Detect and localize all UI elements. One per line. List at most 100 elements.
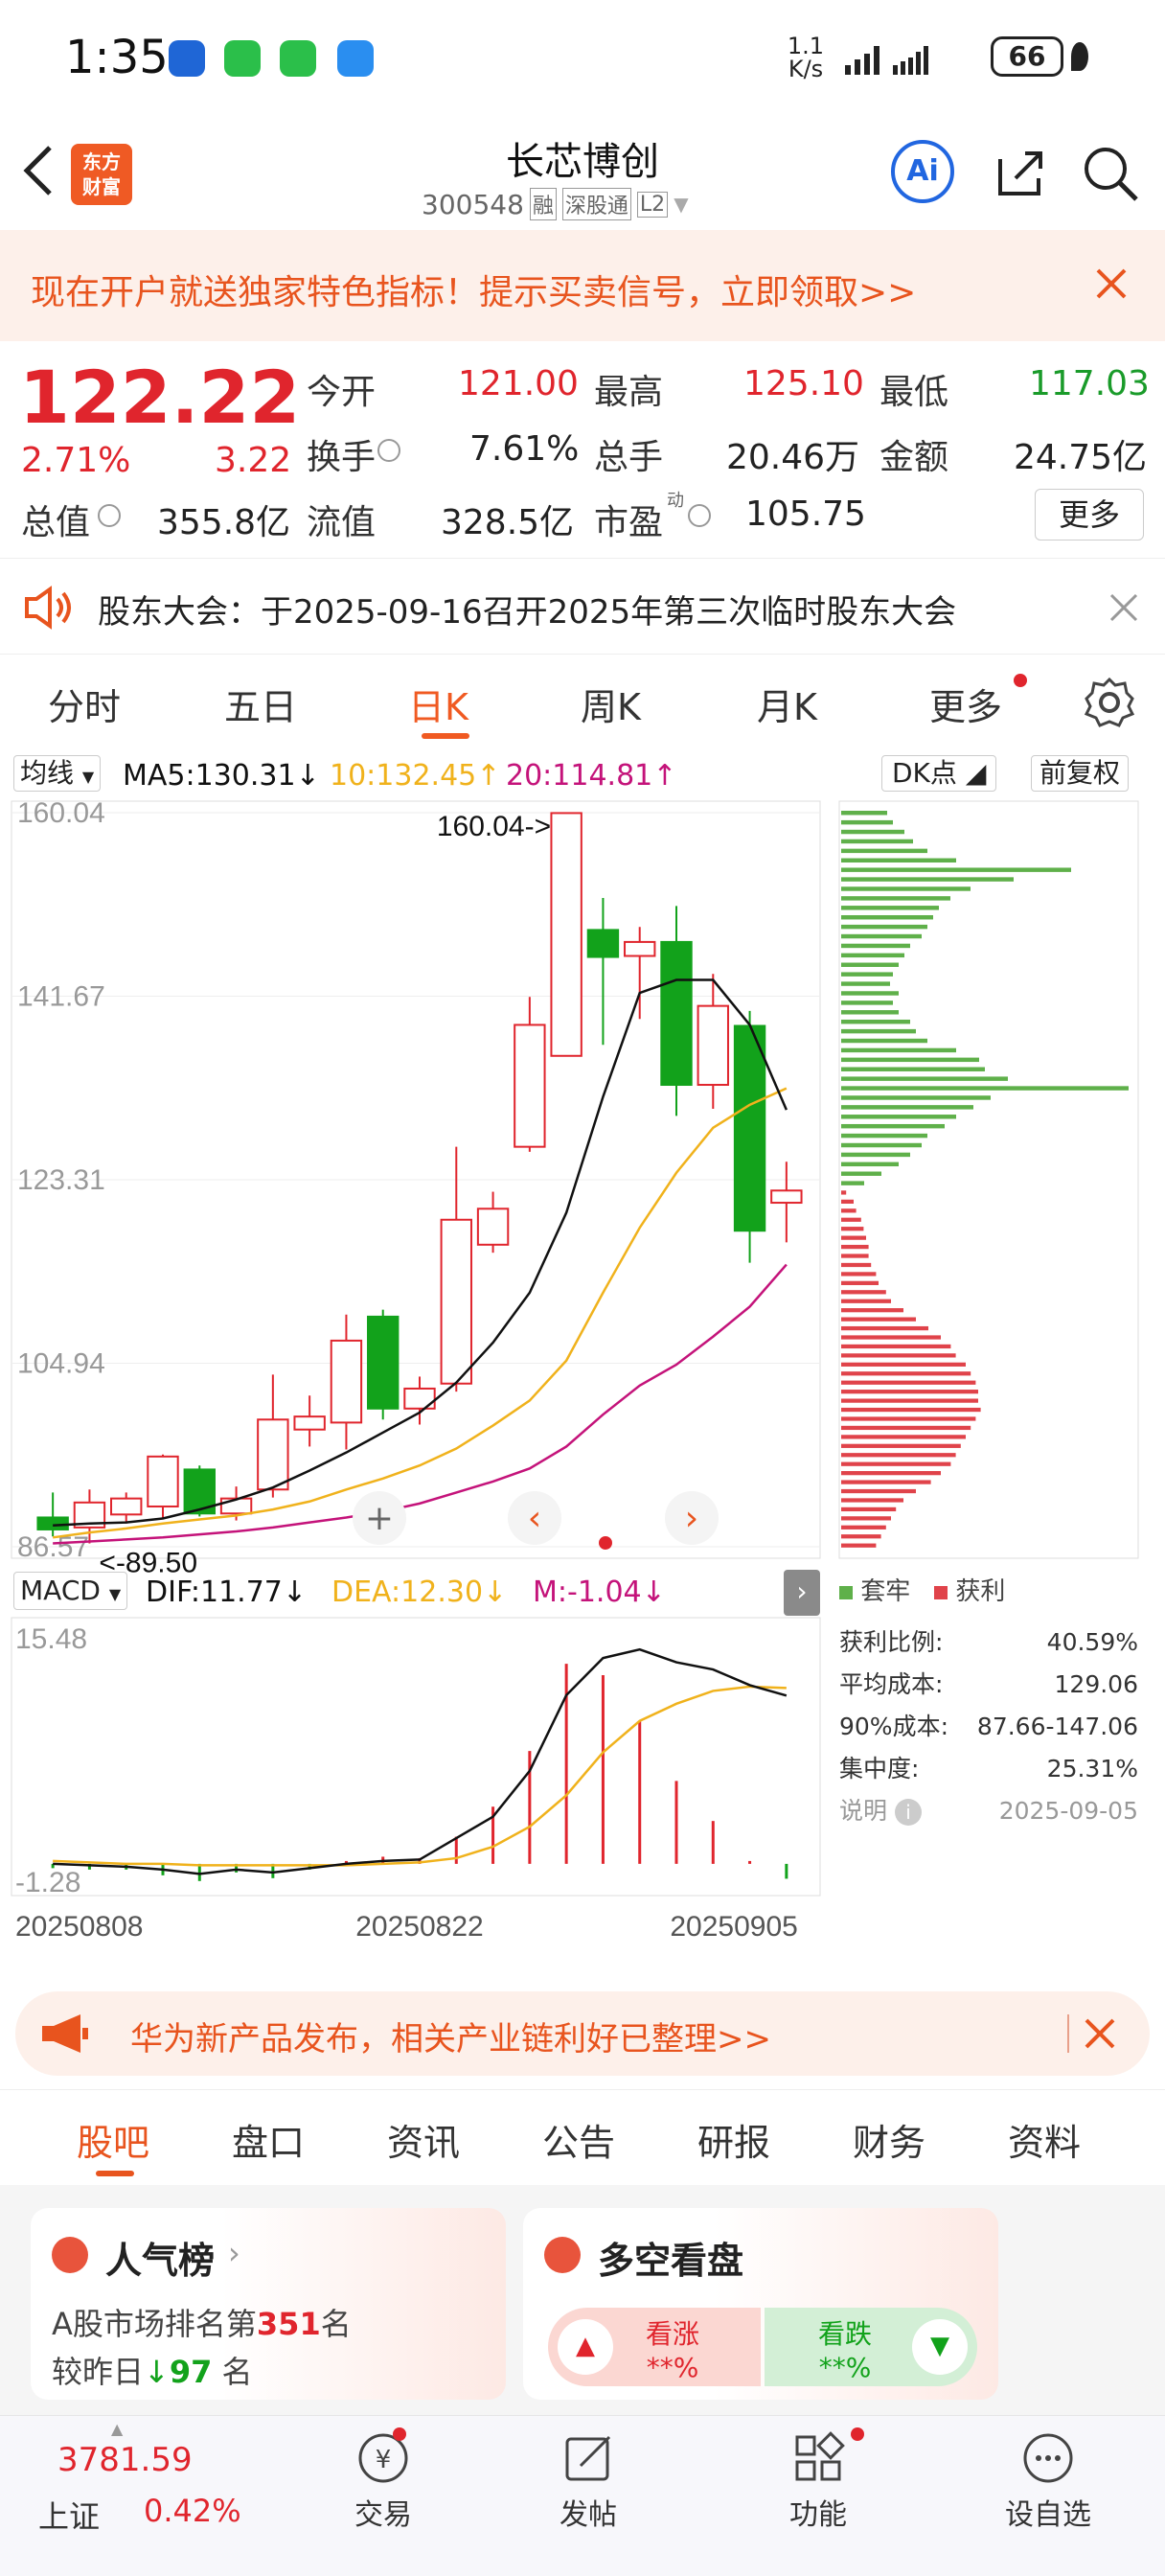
candle-body xyxy=(330,1339,363,1424)
bear-label: 看跌 **% xyxy=(818,2318,873,2383)
profile-bar-profit xyxy=(841,1208,857,1213)
tab-research[interactable]: 研报 xyxy=(697,2122,771,2164)
profile-bar-profit xyxy=(841,1380,976,1385)
more-dots-icon xyxy=(1023,2433,1073,2483)
ad-banner[interactable]: 华为新产品发布，相关产业链利好已整理>> xyxy=(15,1991,1150,2076)
kline-chart[interactable]: 160.04141.67123.31104.9486.57160.04-><-8… xyxy=(0,797,1165,1976)
x-tick-label: 20250905 xyxy=(670,1911,797,1943)
share-icon[interactable] xyxy=(993,144,1050,201)
index-name[interactable]: 上证 xyxy=(38,2498,101,2535)
dk-point-toggle[interactable]: DK点 ◢ xyxy=(881,755,997,792)
vs-icon xyxy=(544,2237,581,2273)
bear-button[interactable]: 看跌 **% ▼ xyxy=(765,2308,977,2386)
profile-bar-profit xyxy=(841,1525,886,1530)
red-dot-badge xyxy=(1014,674,1027,687)
bull-button[interactable]: ▲ 看涨 **% xyxy=(548,2308,761,2386)
post-button[interactable]: 发帖 xyxy=(531,2429,646,2533)
ma-selector[interactable]: 均线 ▼ xyxy=(13,755,102,792)
x-tick-label: 20250808 xyxy=(15,1911,143,1943)
close-icon[interactable] xyxy=(1109,593,1138,622)
dif-line xyxy=(53,1647,788,1875)
candle-body xyxy=(367,1315,400,1410)
tab-monthly-k[interactable]: 月K xyxy=(757,686,817,728)
info-icon[interactable] xyxy=(377,439,400,462)
macd-m: M:-1.04↓ xyxy=(533,1576,666,1609)
search-icon[interactable] xyxy=(1081,144,1142,205)
add-watchlist-button[interactable]: 设自选 xyxy=(991,2429,1106,2533)
y-tick-label: 104.94 xyxy=(17,1347,105,1379)
notification-app-icon xyxy=(169,40,205,77)
ai-assistant-button[interactable]: Ai xyxy=(891,140,954,203)
notice-bar[interactable]: 股东大会：于2025-09-16召开2025年第三次临时股东大会 xyxy=(0,558,1165,654)
more-button[interactable]: 更多 xyxy=(1035,489,1144,540)
back-arrow-icon[interactable] xyxy=(19,142,57,199)
profile-bar-profit xyxy=(841,1308,903,1313)
trade-button[interactable]: ¥ 交易 xyxy=(326,2429,441,2533)
functions-button[interactable]: 功能 xyxy=(761,2429,876,2533)
profile-bar-profit xyxy=(841,1534,881,1539)
profile-bar-trapped xyxy=(841,1105,973,1110)
tab-orderbook[interactable]: 盘口 xyxy=(232,2122,306,2164)
profile-legend: 套牢 获利 xyxy=(839,1572,1005,1607)
stock-name: 长芯博创 xyxy=(506,140,659,184)
tab-profile[interactable]: 资料 xyxy=(1008,2122,1082,2164)
index-percent[interactable]: 0.42% xyxy=(144,2493,241,2529)
profile-bar-trapped xyxy=(841,886,971,891)
zoom-in-button[interactable] xyxy=(353,1491,406,1545)
profile-bar-trapped xyxy=(841,1057,979,1063)
macd-selector[interactable]: MACD ▼ xyxy=(13,1572,128,1610)
zoom-in-button-glyph: + xyxy=(365,1499,394,1538)
ad-text[interactable]: 华为新产品发布，相关产业链利好已整理>> xyxy=(130,2020,771,2058)
tab-more[interactable]: 更多 xyxy=(929,686,1003,728)
tab-announcements[interactable]: 公告 xyxy=(542,2122,616,2164)
promo-banner[interactable]: 现在开户就送独家特色指标！提示买卖信号，立即领取>> xyxy=(0,230,1165,341)
profile-bar-profit xyxy=(841,1453,956,1458)
tab-daily-k[interactable]: 日K xyxy=(408,686,468,728)
tab-intraday[interactable]: 分时 xyxy=(48,686,122,728)
dea-line xyxy=(53,1685,787,1867)
sentiment-card[interactable]: 多空看盘 ▲ 看涨 **% 看跌 **% ▼ xyxy=(523,2208,998,2400)
chevron-up-icon[interactable]: ▲ xyxy=(111,2420,124,2438)
promo-text[interactable]: 现在开户就送独家特色指标！提示买卖信号，立即领取>> xyxy=(31,273,917,312)
gear-icon[interactable] xyxy=(1083,676,1136,729)
index-value[interactable]: 3781.59 xyxy=(57,2441,193,2479)
macd-y-tick: -1.28 xyxy=(15,1867,80,1898)
profile-bar-trapped xyxy=(841,1000,893,1005)
quote-panel: 122.22 2.71% 3.22 总值 355.8亿 今开 121.00 最高… xyxy=(0,341,1165,558)
adjust-selector[interactable]: 前复权 xyxy=(1031,755,1130,792)
tab-financials[interactable]: 财务 xyxy=(853,2122,926,2164)
turnover-label: 换手 xyxy=(307,438,377,477)
close-icon[interactable] xyxy=(1092,264,1131,303)
chevron-right-icon[interactable]: › xyxy=(784,1570,820,1616)
exchange-tag: 深股通 xyxy=(561,188,631,220)
active-tab-indicator xyxy=(96,2171,134,2176)
profile-bar-trapped xyxy=(841,1086,1129,1091)
profile-bar-trapped xyxy=(841,1123,945,1129)
popularity-card[interactable]: 人气榜 › A股市场排名第351名 较昨日↓97 名 xyxy=(31,2208,506,2400)
stock-code: 300548 xyxy=(422,188,524,220)
yuan-icon: ¥ xyxy=(358,2433,408,2483)
tab-five-day[interactable]: 五日 xyxy=(224,686,298,728)
close-icon[interactable] xyxy=(1085,2018,1115,2049)
pan-right-button[interactable] xyxy=(665,1491,719,1545)
info-icon[interactable] xyxy=(688,504,711,527)
profile-bar-profit xyxy=(841,1390,978,1394)
change-amount: 3.22 xyxy=(215,441,292,480)
notice-text[interactable]: 股东大会：于2025-09-16召开2025年第三次临时股东大会 xyxy=(98,593,957,632)
ma20-line xyxy=(53,1263,788,1545)
high-label: 最高 xyxy=(594,373,664,412)
profile-bar-trapped xyxy=(841,829,904,835)
red-dot-badge xyxy=(393,2427,406,2441)
info-icon[interactable] xyxy=(98,504,121,527)
profile-bar-profit xyxy=(841,1435,966,1439)
feature-cards: 人气榜 › A股市场排名第351名 较昨日↓97 名 多空看盘 ▲ 看涨 **% … xyxy=(0,2185,1165,2415)
profile-bar-profit xyxy=(841,1416,976,1421)
profile-bar-trapped xyxy=(841,811,887,816)
ma10-line xyxy=(52,1087,788,1539)
candle-body xyxy=(36,1516,69,1530)
pan-left-button[interactable] xyxy=(508,1491,561,1545)
tab-news[interactable]: 资讯 xyxy=(387,2122,461,2164)
candle-body xyxy=(770,1189,803,1205)
tab-weekly-k[interactable]: 周K xyxy=(581,686,641,728)
tab-forum[interactable]: 股吧 xyxy=(77,2122,150,2164)
